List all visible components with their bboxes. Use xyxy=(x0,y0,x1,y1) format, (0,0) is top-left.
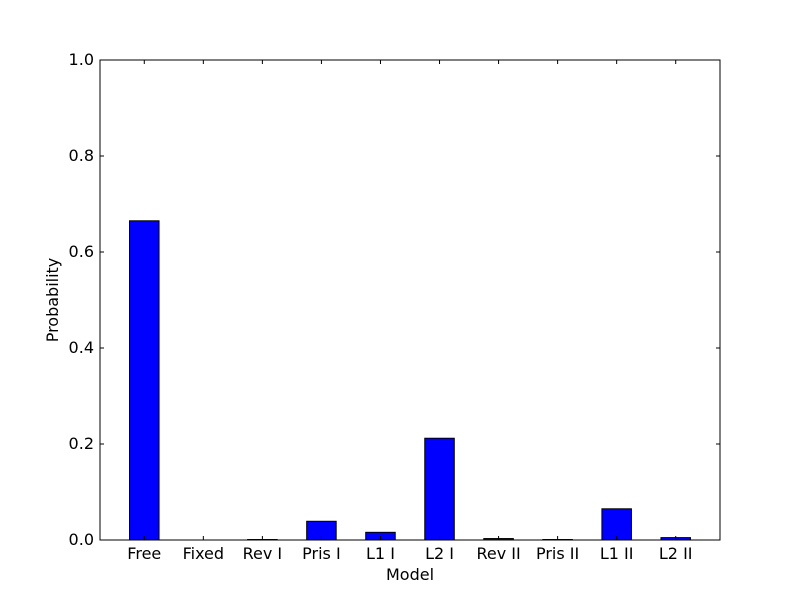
plot-frame xyxy=(99,59,721,541)
y-tick-label: 0.4 xyxy=(69,338,94,357)
y-axis-label: Probability xyxy=(43,258,62,343)
x-tick-label: Free xyxy=(127,544,161,563)
plot-background xyxy=(100,60,720,540)
y-tick-label: 0.6 xyxy=(69,242,94,261)
x-tick-label: L2 I xyxy=(425,544,454,563)
bar-l2-i xyxy=(424,437,455,541)
y-tick-label: 1.0 xyxy=(69,50,94,69)
bar-free xyxy=(129,220,160,541)
y-tick-label: 0.0 xyxy=(69,530,94,549)
x-tick-label: L1 I xyxy=(366,544,395,563)
bar-l1-ii xyxy=(601,508,632,541)
x-tick-label: L2 II xyxy=(659,544,693,563)
x-tick-label: Rev I xyxy=(243,544,283,563)
x-axis-label: Model xyxy=(386,565,434,584)
x-tick-label: Fixed xyxy=(183,544,224,563)
x-tick-label: Rev II xyxy=(476,544,520,563)
y-tick-label: 0.2 xyxy=(69,434,94,453)
ticks-group: Free Fixed Rev I Pris I L1 I L2 I Rev II Pris I… xyxy=(69,50,720,563)
x-tick-label: Pris I xyxy=(302,544,341,563)
x-tick-label: L1 II xyxy=(600,544,634,563)
x-tick-label: Pris II xyxy=(536,544,579,563)
y-tick-label: 0.8 xyxy=(69,146,94,165)
